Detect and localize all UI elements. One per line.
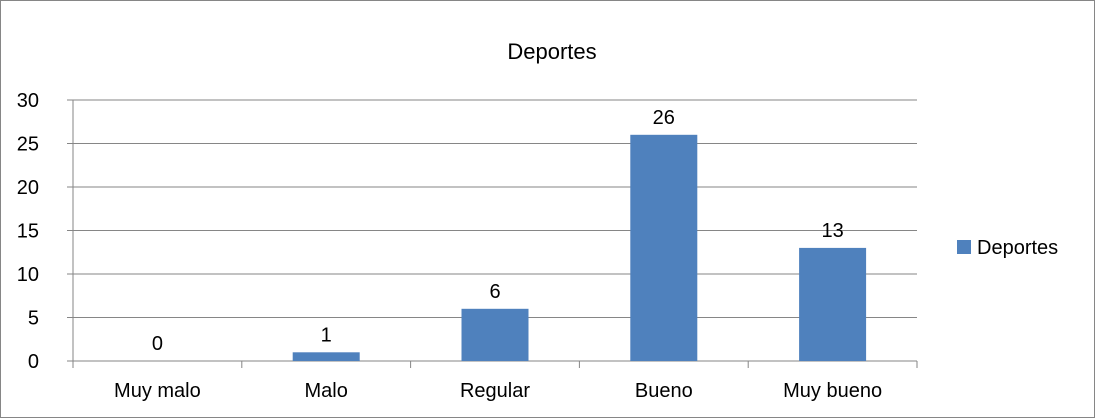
- data-label: 13: [821, 220, 843, 242]
- bar: [630, 134, 698, 361]
- data-labels: 0 1 6 26 13: [152, 107, 844, 355]
- data-label: 6: [489, 281, 500, 303]
- y-tick-label: 25: [17, 134, 39, 156]
- bar: [461, 308, 529, 361]
- chart-title: Deportes: [507, 39, 596, 64]
- x-category-label: Muy malo: [114, 380, 201, 402]
- x-category-label: Muy bueno: [783, 380, 882, 402]
- y-tick-label: 5: [28, 308, 39, 330]
- x-category-label: Bueno: [635, 380, 693, 402]
- legend-label: Deportes: [977, 237, 1058, 259]
- data-label: 0: [152, 333, 163, 355]
- bar: [799, 247, 867, 361]
- bars: [292, 134, 867, 361]
- gridlines: [73, 99, 917, 318]
- x-axis-category-labels: Muy malo Malo Regular Bueno Muy bueno: [114, 380, 882, 402]
- y-tick-label: 15: [17, 221, 39, 243]
- legend: Deportes: [957, 237, 1058, 259]
- y-tick-label: 30: [17, 90, 39, 112]
- y-tick-label: 10: [17, 264, 39, 286]
- x-category-label: Regular: [460, 380, 530, 402]
- bar: [292, 352, 360, 361]
- y-tick-label: 0: [28, 351, 39, 373]
- data-label: 26: [653, 107, 675, 129]
- x-category-label: Malo: [305, 380, 348, 402]
- y-axis-tick-labels: 0 5 10 15 20 25 30: [17, 90, 39, 373]
- data-label: 1: [321, 324, 332, 346]
- legend-swatch: [957, 240, 971, 254]
- y-tick-label: 20: [17, 177, 39, 199]
